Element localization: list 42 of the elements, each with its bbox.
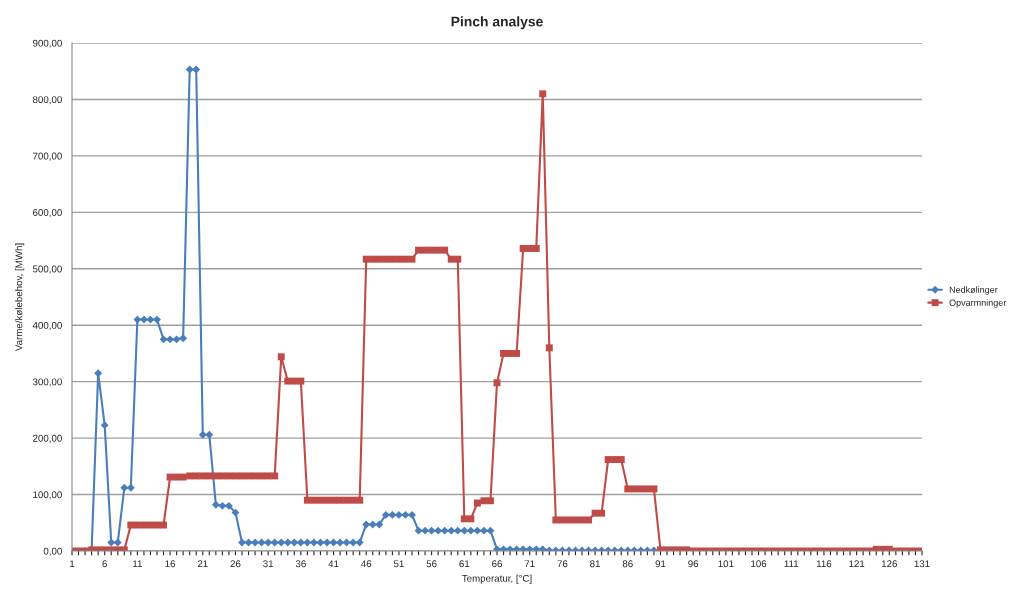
- y-tick-label: 800,00: [32, 96, 62, 105]
- x-tick-label: 71: [524, 560, 535, 568]
- x-tick-label: 76: [557, 560, 568, 568]
- x-tick-label: 81: [590, 560, 601, 568]
- x-tick-label: 91: [655, 560, 666, 568]
- x-axis-title: Temperatur, [°C]: [462, 574, 532, 584]
- chart-title: Pinch analyse: [451, 16, 543, 30]
- legend-label: Nedkølinger: [949, 286, 998, 295]
- x-tick-label: 66: [492, 560, 502, 568]
- x-tick-label: 31: [263, 560, 274, 568]
- y-tick-label: 100,00: [33, 491, 62, 500]
- y-tick-label: 700,00: [33, 152, 62, 161]
- x-tick-label: 126: [881, 560, 897, 568]
- x-tick-label: 6: [102, 560, 107, 568]
- y-tick-label: 900,00: [33, 39, 62, 48]
- x-tick-label: 46: [361, 560, 372, 568]
- y-tick-label: 300,00: [32, 378, 62, 387]
- legend-label: Opvarmninger: [949, 299, 1007, 308]
- y-tick-label: 600,00: [33, 209, 62, 218]
- x-tick-label: 21: [197, 560, 208, 568]
- x-tick-label: 106: [751, 560, 767, 568]
- x-tick-label: 96: [688, 560, 699, 568]
- y-tick-label: 0,00: [43, 547, 62, 556]
- x-tick-label: 26: [230, 560, 241, 568]
- x-tick-label: 16: [165, 560, 176, 568]
- x-tick-label: 36: [295, 560, 306, 568]
- x-tick-label: 86: [622, 560, 633, 568]
- y-tick-label: 400,00: [32, 321, 62, 330]
- y-axis-title: Varme/kølebehov, [MWh]: [15, 243, 25, 352]
- x-tick-label: 41: [328, 560, 339, 568]
- y-tick-label: 200,00: [33, 434, 62, 443]
- y-tick-label: 500,00: [32, 265, 62, 274]
- x-tick-label: 1: [70, 560, 75, 568]
- x-tick-label: 131: [914, 560, 930, 568]
- x-tick-label: 61: [459, 560, 470, 568]
- x-tick-label: 111: [784, 560, 799, 568]
- x-tick-label: 101: [718, 560, 734, 568]
- x-tick-label: 121: [849, 560, 865, 568]
- x-tick-label: 116: [816, 560, 832, 568]
- x-tick-label: 56: [426, 560, 437, 568]
- x-tick-label: 51: [393, 560, 404, 568]
- x-tick-label: 11: [133, 560, 142, 568]
